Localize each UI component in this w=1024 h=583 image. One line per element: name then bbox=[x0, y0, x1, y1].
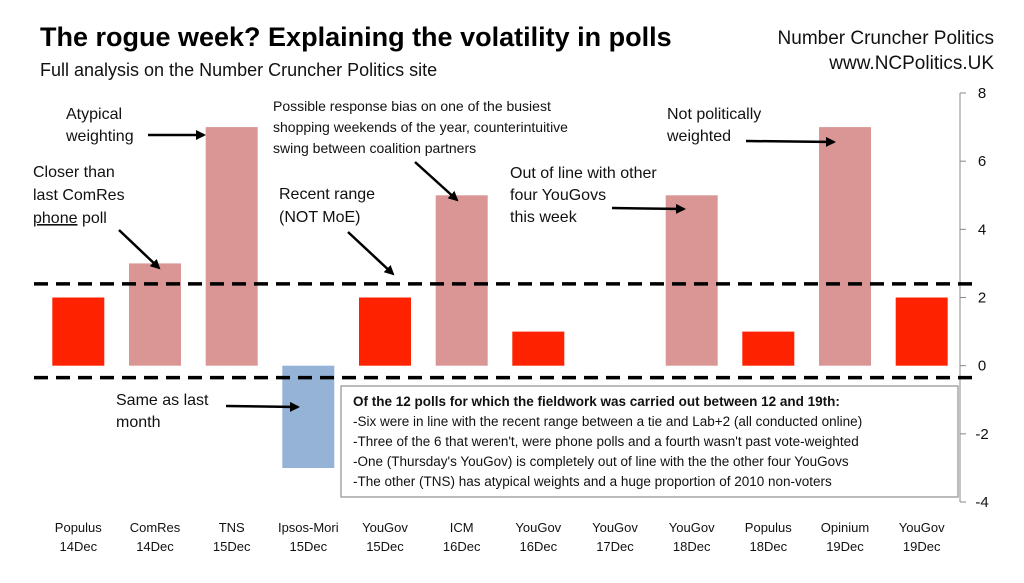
x-tick-label: YouGov bbox=[592, 520, 638, 535]
bar-ipsosmori-15dec bbox=[282, 365, 335, 468]
x-tick-label: TNS bbox=[219, 520, 245, 535]
chart-subtitle: Full analysis on the Number Cruncher Pol… bbox=[40, 60, 437, 80]
annotation-response-bias: Possible response bias on one of the bus… bbox=[273, 98, 568, 202]
annotation-same-line2: month bbox=[116, 414, 160, 431]
bar-yougov-18dec bbox=[665, 195, 718, 366]
annotation-closer-rest: poll bbox=[78, 210, 107, 227]
y-axis: -4 -2 0 2 4 6 8 bbox=[959, 85, 989, 511]
summary-heading: Of the 12 polls for which the fieldwork … bbox=[353, 394, 840, 409]
annotation-notpol-line2: weighted bbox=[666, 128, 731, 145]
bar-icm-16dec bbox=[435, 195, 488, 366]
bar-yougov-16dec bbox=[512, 331, 565, 366]
annotation-closer-line2: last ComRes bbox=[33, 187, 125, 204]
arrow-recent bbox=[347, 231, 395, 276]
annotation-closer-line1: Closer than bbox=[33, 164, 115, 181]
brand-name: Number Cruncher Politics bbox=[778, 28, 994, 49]
summary-line-3: -One (Thursday's YouGov) is completely o… bbox=[353, 454, 849, 469]
x-tick-label-date: 16Dec bbox=[520, 539, 558, 554]
x-tick-label-date: 19Dec bbox=[826, 539, 864, 554]
annotation-out-of-line: Out of line with other four YouGovs this… bbox=[510, 165, 686, 226]
y-tick-label: -4 bbox=[975, 494, 988, 511]
x-tick-label-date: 18Dec bbox=[673, 539, 711, 554]
chart-title: The rogue week? Explaining the volatilit… bbox=[40, 22, 672, 52]
x-axis-labels: Populus 14Dec ComRes 14Dec TNS 15Dec Ipsos-Mor… bbox=[55, 520, 945, 554]
arrow-closer bbox=[118, 229, 161, 270]
y-tick-label: 4 bbox=[978, 221, 986, 238]
bars-layer bbox=[52, 127, 948, 468]
y-tick-label: -2 bbox=[975, 426, 988, 443]
x-tick-label: Populus bbox=[745, 520, 792, 535]
bar-opinium-19dec bbox=[819, 127, 871, 366]
x-tick-label-date: 14Dec bbox=[136, 539, 174, 554]
x-tick-label: ICM bbox=[450, 520, 474, 535]
x-tick-label-date: 15Dec bbox=[366, 539, 404, 554]
annotation-same: Same as last month bbox=[116, 392, 300, 431]
bar-populus-14dec bbox=[52, 297, 105, 366]
bar-comres-14dec bbox=[129, 263, 181, 366]
x-tick-label-date: 17Dec bbox=[596, 539, 634, 554]
summary-box: Of the 12 polls for which the fieldwork … bbox=[340, 385, 959, 498]
bar-tns-15dec bbox=[205, 127, 258, 366]
annotation-closer-line3: phone poll bbox=[33, 210, 107, 227]
annotation-outline-line2: four YouGovs bbox=[510, 187, 606, 204]
annotation-response-line1: Possible response bias on one of the bus… bbox=[273, 98, 551, 114]
y-tick-label: 6 bbox=[978, 153, 986, 170]
x-tick-label-date: 16Dec bbox=[443, 539, 481, 554]
annotation-response-line3: swing between coalition partners bbox=[273, 140, 476, 156]
y-tick-label: 8 bbox=[978, 85, 986, 102]
arrow-outline bbox=[611, 203, 686, 214]
x-tick-label: Opinium bbox=[821, 520, 869, 535]
annotation-outline-line3: this week bbox=[510, 209, 578, 226]
x-tick-label: YouGov bbox=[669, 520, 715, 535]
annotation-atypical: Atypical weighting bbox=[65, 106, 206, 145]
summary-box-frame bbox=[340, 385, 959, 498]
x-tick-label-date: 15Dec bbox=[213, 539, 251, 554]
annotation-recent-line2: (NOT MoE) bbox=[279, 209, 360, 226]
x-tick-label: YouGov bbox=[515, 520, 561, 535]
bar-yougov-19dec bbox=[895, 297, 948, 366]
x-tick-label: Ipsos-Mori bbox=[278, 520, 339, 535]
x-tick-label-date: 15Dec bbox=[290, 539, 328, 554]
summary-line-2: -Three of the 6 that weren't, were phone… bbox=[353, 434, 859, 449]
x-tick-label: ComRes bbox=[130, 520, 181, 535]
annotation-recent-range: Recent range (NOT MoE) bbox=[279, 186, 395, 276]
annotation-not-political: Not politically weighted bbox=[666, 106, 836, 147]
annotation-atypical-line2: weighting bbox=[65, 128, 134, 145]
arrow-notpol bbox=[745, 136, 836, 147]
arrow-same bbox=[225, 401, 300, 412]
brand-url: www.NCPolitics.UK bbox=[828, 53, 994, 74]
x-tick-label: YouGov bbox=[899, 520, 945, 535]
summary-line-1: -Six were in line with the recent range … bbox=[353, 414, 862, 429]
x-tick-label-date: 18Dec bbox=[750, 539, 788, 554]
arrow-response bbox=[414, 161, 459, 202]
annotation-closer-underlined: phone bbox=[33, 210, 78, 227]
bar-populus-18dec bbox=[742, 331, 795, 366]
y-tick-label: 0 bbox=[978, 358, 986, 375]
reference-lines bbox=[34, 282, 977, 380]
annotation-closer: Closer than last ComRes phone poll bbox=[33, 164, 161, 270]
annotation-notpol-line1: Not politically bbox=[667, 106, 761, 123]
summary-line-4: -The other (TNS) has atypical weights an… bbox=[353, 474, 832, 489]
bar-yougov-15dec bbox=[359, 297, 411, 366]
annotation-recent-line1: Recent range bbox=[279, 186, 375, 203]
x-tick-label: Populus bbox=[55, 520, 102, 535]
annotation-outline-line1: Out of line with other bbox=[510, 165, 657, 182]
annotation-same-line1: Same as last bbox=[116, 392, 209, 409]
annotation-response-line2: shopping weekends of the year, counterin… bbox=[273, 119, 568, 135]
x-tick-label-date: 19Dec bbox=[903, 539, 941, 554]
y-tick-label: 2 bbox=[978, 290, 986, 307]
annotation-atypical-line1: Atypical bbox=[66, 106, 122, 123]
x-tick-label-date: 14Dec bbox=[60, 539, 98, 554]
x-tick-label: YouGov bbox=[362, 520, 408, 535]
